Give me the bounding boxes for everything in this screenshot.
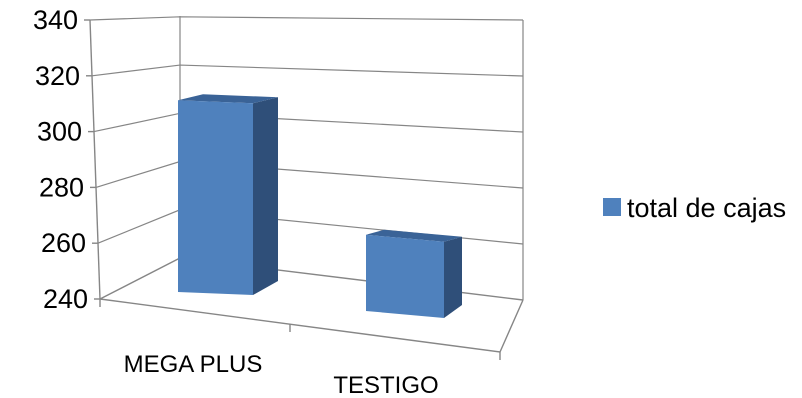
bar-front-face <box>366 234 444 318</box>
bar-2 <box>366 229 462 318</box>
y-tick-label: 280 <box>39 172 84 202</box>
y-tick-label: 320 <box>35 61 80 91</box>
y-axis-line <box>89 19 101 300</box>
bar-top-face <box>178 94 278 104</box>
x-axis-floor-edge <box>99 298 524 353</box>
bar-front-face <box>178 100 253 296</box>
y-axis-tick-labels: 240 260 280 300 320 340 <box>33 5 88 314</box>
y-tick-label: 340 <box>33 5 78 35</box>
y-tick-label: 300 <box>37 117 82 147</box>
bar-1 <box>178 94 278 296</box>
legend-swatch <box>603 198 621 216</box>
bars <box>178 94 462 318</box>
legend: total de cajas <box>603 193 786 223</box>
x-category-label: MEGA PLUS <box>124 351 263 378</box>
legend-label: total de cajas <box>627 193 786 223</box>
y-tick-label: 260 <box>41 228 86 258</box>
bar-side-face <box>444 236 462 318</box>
x-axis-category-labels: MEGA PLUS TESTIGO <box>124 351 439 398</box>
x-category-label: TESTIGO <box>333 372 438 398</box>
gridline <box>91 64 524 77</box>
bar-top-face <box>366 229 462 242</box>
gridline <box>89 16 524 21</box>
bar-side-face <box>253 97 278 296</box>
gridline <box>93 112 524 133</box>
y-tick-label: 240 <box>43 284 88 314</box>
gridline <box>95 160 524 189</box>
